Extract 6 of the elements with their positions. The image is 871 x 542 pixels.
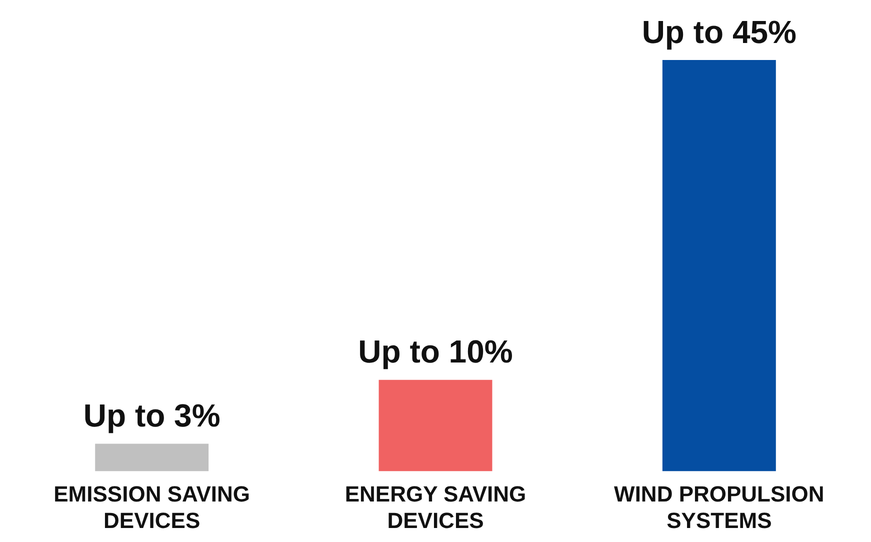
data-label: Up to 45% xyxy=(642,14,797,50)
x-tick-label: EMISSION SAVING DEVICES xyxy=(54,481,250,533)
data-label: Up to 10% xyxy=(358,334,513,370)
data-label: Up to 3% xyxy=(83,398,220,434)
x-tick-label: WIND PROPULSION SYSTEMS xyxy=(614,481,824,533)
x-tick-label: ENERGY SAVING DEVICES xyxy=(344,481,526,533)
